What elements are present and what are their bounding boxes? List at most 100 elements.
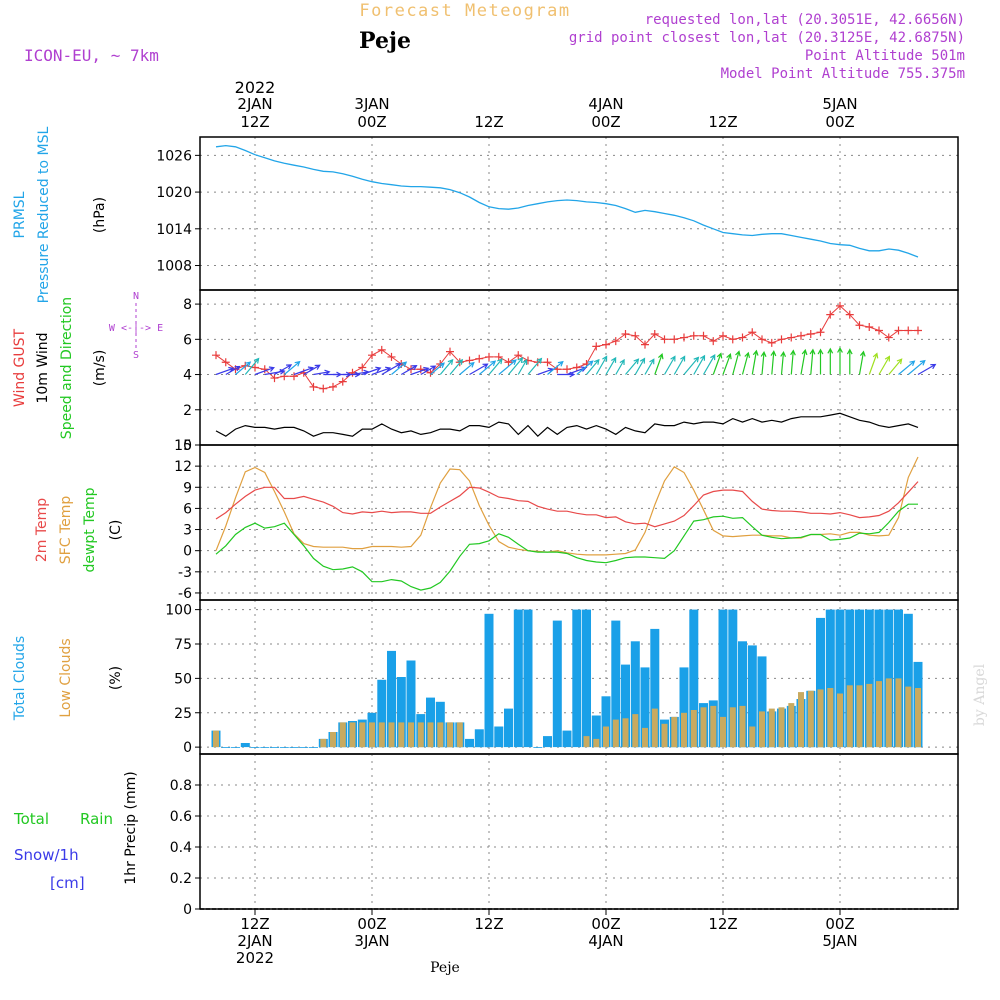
wind-direction-arrow [760,350,767,375]
wind-direction-arrow [868,352,879,375]
low-cloud-bar [788,703,795,748]
low-cloud-bar [437,722,444,748]
gust-marker [650,330,659,339]
total-cloud-bar [864,609,874,748]
total-cloud-bar [903,613,913,748]
wind-direction-arrow [400,365,418,376]
gust-marker [602,340,610,349]
wind-direction-arrow [508,357,524,375]
low-cloud-bar [359,722,366,748]
total-cloud-bar [601,696,611,748]
temperature-frame [199,444,959,601]
pressure-line [215,144,919,258]
requested-coords: requested lon,lat (20.3051E, 42.6656N) [645,12,965,28]
temperature-ytick-label: -6 [178,586,192,602]
gust-marker [387,352,396,361]
total-cloud-bar [494,726,504,748]
wind-direction-arrow [702,354,716,375]
low-cloud-bar [905,686,912,748]
gust-marker [221,358,230,367]
wind-direction-arrow [712,352,723,375]
temperature-labels: 2m Temp SFC Temp dewpt Temp (C) [34,487,124,572]
gust-marker [348,368,357,377]
wind-direction-arrow [517,358,528,375]
watermark: by Angel [972,663,988,726]
low-cloud-bar [749,726,756,748]
gust-marker [631,331,640,340]
wind-direction-arrow [498,359,517,375]
low-cloud-bar [369,722,375,748]
gust-marker [494,352,503,361]
total-cloud-bar [260,747,270,748]
precip-cm-label: [cm] [50,874,85,892]
wind-direction-arrow [615,358,625,375]
wind-direction-arrow [586,358,600,375]
total-cloud-bar [718,609,728,748]
top-time-label: 12Z [708,113,737,131]
low-cloud-bar [642,727,648,748]
wind-direction-arrow [283,360,301,375]
low-cloud-bar [876,681,882,748]
total-cloud-bar [679,667,689,748]
precip-rain-label: Rain [80,810,113,828]
wind-direction-arrow [547,360,564,375]
wind-direction-arrow [741,351,751,375]
total-cloud-bar [845,609,855,748]
bottom-time-label: 00Z [357,915,386,933]
wind-direction-arrow [644,358,655,375]
top-time-label: 2JAN [237,95,272,113]
gust-marker [592,342,601,351]
temperature-ytick-label: 0 [183,544,192,560]
wind-direction-arrow [449,358,464,375]
total-cloud-bar [640,667,650,748]
top-year: 2022 [235,78,276,97]
pressure-ytick-label: 1008 [156,259,192,275]
top-time-label: 12Z [240,113,269,131]
gust-marker [329,382,337,391]
low-cloud-bar [339,722,346,748]
gust-marker [251,363,259,372]
gust-marker [806,330,815,339]
low-cloud-bar [398,722,405,748]
footer-location: Peje [430,960,460,976]
low-cloud-bar [690,710,697,748]
gust-marker [660,335,669,344]
gust-marker [670,335,679,344]
gust-marker [368,351,376,360]
total-cloud-bar [465,738,474,748]
temperature-ytick-label: 3 [183,523,192,539]
wind-direction-arrow [576,360,594,375]
sfc-temp-label: SFC Temp [58,496,74,565]
precipitation-ytick-label: 0.8 [170,778,192,794]
temperature-ytick-label: 6 [183,501,192,517]
wind-direction-arrow [254,366,275,376]
wind-ytick-label: 4 [183,368,192,384]
precip-labels: Total Rain Snow/1h [cm] 1hr Precip (mm) [13,771,139,892]
wind-direction-arrow [235,361,252,375]
gust-marker [709,337,718,346]
gust-marker [787,333,796,342]
gust-marker [728,335,737,344]
gust-marker [504,358,513,367]
bottom-time-label: 00Z [591,915,620,933]
wind-direction-arrow [634,357,646,375]
low-cloud-bar [778,707,785,748]
gust-marker [865,322,874,331]
total-cloud-bar [689,609,699,748]
total-cloud-bar [855,609,864,748]
total-cloud-bar [747,645,757,748]
top-time-label: 12Z [474,113,503,131]
total-cloud-bar [757,656,767,748]
temperature-panel: -6 -3 0 3 6 9 12 15 [174,438,959,602]
wind-direction-arrow [907,359,926,375]
top-time-label: 5JAN [822,95,857,113]
total-cloud-bar [650,628,660,748]
gust-marker [270,374,279,383]
point-altitude: Point Altitude 501m [805,48,965,64]
precipitation-ytick-label: 0 [183,902,192,918]
total-cloud-bar [406,660,416,748]
wind-direction-arrow [917,363,937,376]
temperature-ytick-label: 9 [183,480,192,496]
gust-marker [758,335,766,344]
clouds-ytick-label: 0 [183,740,192,756]
